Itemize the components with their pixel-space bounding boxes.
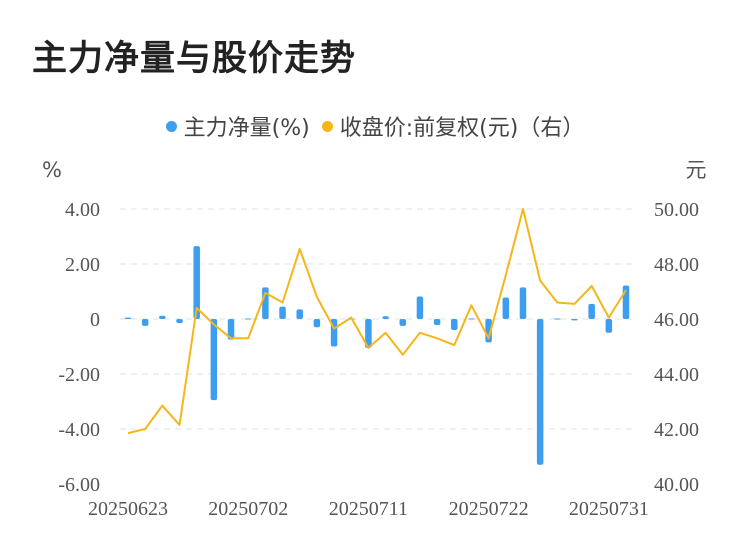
left-tick-label: 4.00 (65, 199, 100, 221)
right-tick-label: 46.00 (654, 309, 699, 331)
net-flow-bar[interactable] (468, 318, 475, 320)
axis-tick-labels: 4.00 50.00 2.00 48.00 0 46.00 -2.00 44.00 -4.00 4… (58, 199, 699, 520)
left-tick-label: -2.00 (58, 364, 100, 386)
right-tick-label: 50.00 (654, 199, 699, 221)
net-flow-bar[interactable] (313, 319, 321, 328)
net-flow-bar[interactable] (605, 319, 613, 333)
x-tick-label: 20250722 (449, 498, 529, 520)
chart-legend: 主力净量(%) 收盘价:前复权(元)（右） (0, 110, 750, 142)
close-price-line-group (127, 208, 627, 435)
legend-label-net-flow: 主力净量(%) (183, 116, 310, 141)
legend-label-close-price: 收盘价:前复权(元)（右） (339, 116, 585, 141)
left-axis-unit: % (42, 158, 62, 182)
net-flow-bar[interactable] (571, 319, 578, 321)
grid-lines (120, 208, 634, 430)
net-flow-bars (124, 246, 630, 465)
net-flow-bar[interactable] (176, 319, 183, 324)
right-tick-label: 44.00 (654, 364, 699, 386)
close-price-line[interactable] (127, 208, 627, 435)
right-axis-unit: 元 (686, 158, 707, 182)
net-flow-bar[interactable] (519, 287, 527, 319)
left-tick-label: 2.00 (65, 254, 100, 276)
legend-item-close-price[interactable]: 收盘价:前复权(元)（右） (321, 110, 585, 142)
chart-title: 主力净量与股价走势 (32, 39, 357, 79)
net-flow-bar[interactable] (124, 317, 132, 319)
right-tick-label: 48.00 (654, 254, 699, 276)
net-flow-bar[interactable] (296, 309, 303, 319)
left-tick-label: 0 (90, 309, 100, 331)
x-tick-label: 20250711 (329, 498, 408, 520)
legend-marker-close-price (321, 120, 333, 132)
net-flow-bar[interactable] (141, 319, 149, 326)
legend-item-net-flow[interactable]: 主力净量(%) (165, 110, 310, 142)
x-tick-label: 20250731 (569, 498, 649, 520)
net-flow-bar[interactable] (588, 303, 595, 319)
net-flow-bar[interactable] (536, 319, 544, 465)
x-tick-label: 20250702 (208, 498, 288, 520)
net-flow-bar[interactable] (433, 319, 441, 326)
net-flow-bar[interactable] (193, 246, 200, 319)
net-flow-bar[interactable] (244, 318, 252, 320)
net-flow-bar[interactable] (502, 297, 510, 319)
net-flow-bar[interactable] (554, 318, 561, 320)
net-flow-bar[interactable] (227, 319, 235, 340)
net-flow-bar[interactable] (159, 315, 166, 319)
right-tick-label: 42.00 (654, 419, 699, 441)
right-tick-label: 40.00 (654, 474, 699, 496)
x-tick-label: 20250623 (88, 498, 168, 520)
net-flow-bar[interactable] (210, 319, 218, 401)
net-flow-bar[interactable] (279, 306, 286, 319)
left-tick-label: -6.00 (58, 474, 100, 496)
net-flow-bar[interactable] (399, 319, 407, 326)
left-tick-label: -4.00 (58, 419, 100, 441)
net-flow-bar[interactable] (451, 319, 458, 330)
net-flow-bar[interactable] (416, 296, 424, 319)
legend-marker-net-flow (165, 120, 177, 132)
net-flow-bar[interactable] (365, 319, 372, 348)
net-flow-bar[interactable] (382, 316, 389, 319)
